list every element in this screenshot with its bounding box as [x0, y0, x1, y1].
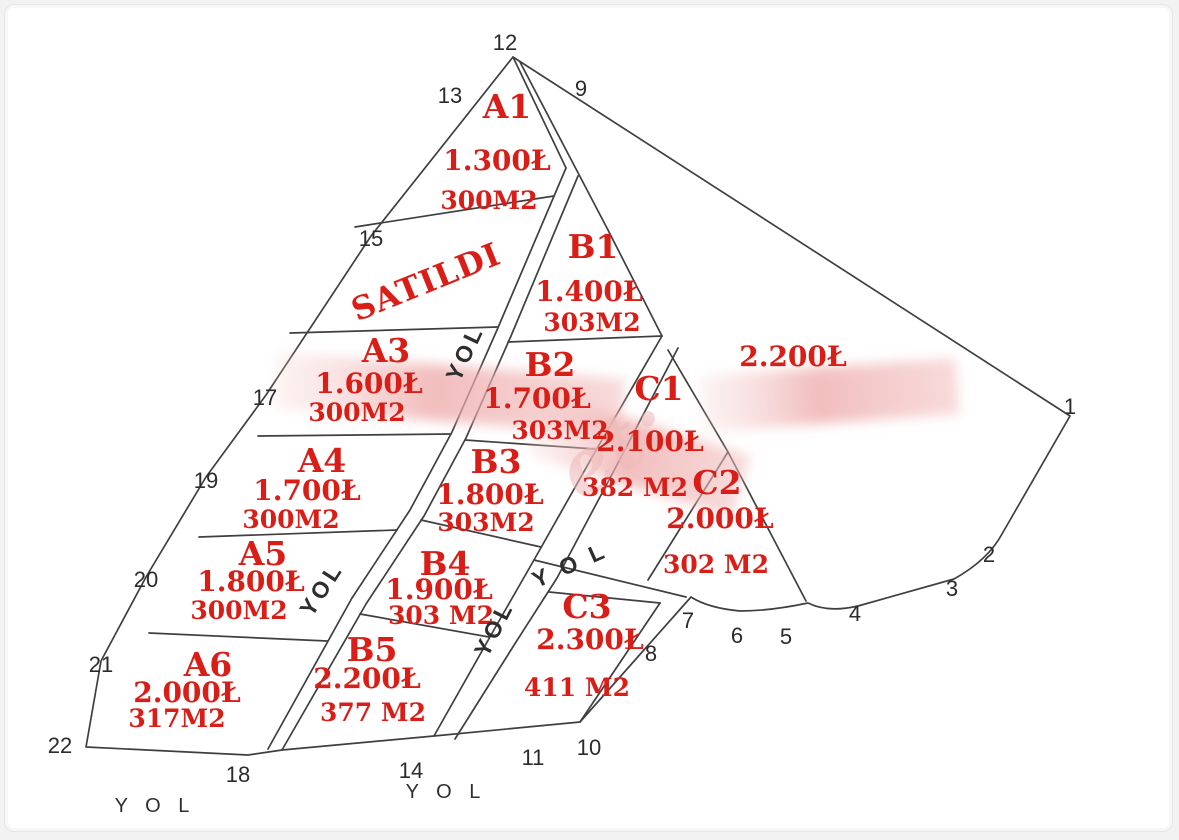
point-2: 2 [983, 542, 995, 567]
point-19: 19 [194, 468, 218, 493]
boundary-point-numbers: 12 13 9 15 17 19 20 21 22 18 14 11 10 8 … [48, 30, 1076, 787]
parcel-c3-area: 411 M2 [524, 673, 630, 702]
parcel-b5-name: B5 [347, 630, 398, 669]
divider-a1-a2 [354, 195, 555, 228]
parcel-c1-price: 2.100Ł [596, 425, 704, 458]
parcel-a1-name: A1 [482, 87, 532, 126]
parcel-c1-area: 382 M2 [582, 473, 688, 502]
divider-b3-b4 [420, 519, 542, 548]
parcel-c2-area: 302 M2 [663, 550, 769, 579]
road-se-upper [533, 559, 687, 598]
road-label-yol-bottom-left: Y O L [115, 795, 196, 817]
parcel-c2-name: C2 [692, 463, 741, 502]
parcel-b3-name: B3 [471, 442, 522, 481]
parcel-a5-price: 1.800Ł [197, 565, 305, 598]
point-18: 18 [226, 762, 250, 787]
parcel-labels: A1 1.300Ł 300M2 SATILDI B1 1.400Ł 303M2 … [128, 87, 847, 733]
divider-a4-a5 [198, 529, 398, 538]
parcel-a5-name: A5 [238, 534, 288, 573]
divider-b1-b2 [507, 335, 663, 343]
point-6: 6 [731, 623, 743, 648]
point-11: 11 [522, 745, 545, 770]
point-1: 1 [1064, 394, 1076, 419]
point-8: 8 [645, 641, 657, 666]
divider-a3-a4 [257, 433, 452, 437]
divider-a2-a3 [289, 326, 499, 334]
parcel-a4-price: 1.700Ł [253, 474, 361, 507]
parcel-a4-name: A4 [297, 441, 347, 480]
parcel-b1-price: 1.400Ł [535, 275, 643, 308]
parcel-b3-price: 1.800Ł [436, 478, 544, 511]
parcel-a3-name: A3 [361, 331, 411, 370]
point-7: 7 [682, 608, 694, 633]
divider-a5-a6 [148, 632, 328, 642]
parcel-a3-price: 1.600Ł [315, 367, 423, 400]
parcel-b4-price: 1.900Ł [385, 573, 493, 606]
parcel-a1-price: 1.300Ł [443, 144, 551, 177]
parcel-b5-price: 2.200Ł [313, 662, 421, 695]
parcel-b4-name: B4 [420, 544, 471, 583]
parcel-b2-area: 303M2 [511, 416, 608, 445]
point-21: 21 [89, 652, 113, 677]
divider-b4-b5 [359, 613, 490, 638]
watermark-blur [273, 352, 960, 518]
point-20: 20 [134, 567, 158, 592]
point-13: 13 [438, 83, 462, 108]
watermark-band-center [526, 393, 751, 518]
road-ab-apex [512, 56, 567, 169]
watermark-band-right [700, 358, 960, 432]
parcel-b1-name: B1 [568, 227, 619, 266]
parcel-c2-price: 2.000Ł [666, 502, 774, 535]
parcel-c3-name: C3 [562, 587, 611, 626]
parcel-a6-area: 317M2 [128, 704, 225, 733]
parcel-a1-area: 300M2 [440, 186, 537, 215]
road-label-yol-bottom-mid: Y O L [406, 781, 487, 803]
point-9: 9 [575, 76, 587, 101]
parcel-a3-area: 300M2 [308, 398, 405, 427]
b1-east-edge [519, 61, 663, 337]
parcel-b5-area: 377 M2 [320, 698, 426, 727]
point-15: 15 [359, 226, 383, 251]
parcel-b1-area: 303M2 [543, 308, 640, 337]
road-ab-right [281, 175, 579, 751]
point-5: 5 [780, 624, 792, 649]
parcel-b3-area: 303M2 [437, 508, 534, 537]
road-se-lower [548, 591, 661, 604]
parcel-a6-name: A6 [183, 645, 233, 684]
parcel-b4-area: 303 M2 [388, 601, 494, 630]
c3-east-edge [579, 602, 661, 723]
parcel-east-price: 2.200Ł [739, 340, 847, 373]
parcel-a4-area: 300M2 [242, 505, 339, 534]
parcel-c3-price: 2.300Ł [536, 623, 644, 656]
outer-boundary [85, 56, 1071, 756]
point-17: 17 [253, 385, 277, 410]
point-10: 10 [577, 735, 601, 760]
point-3: 3 [946, 576, 958, 601]
parcel-a6-price: 2.000Ł [133, 676, 241, 709]
parcel-b2-name: B2 [525, 345, 576, 384]
road-label-yol-se: Y O L [528, 537, 611, 593]
parcel-a5-area: 300M2 [190, 596, 287, 625]
point-12: 12 [493, 30, 517, 55]
parcel-c1-name: C1 [634, 369, 683, 408]
watermark-band-left [273, 352, 625, 436]
road-ab-left [267, 167, 567, 750]
point-22: 22 [48, 733, 72, 758]
parcel-b2-price: 1.700Ł [483, 382, 591, 415]
point-14: 14 [399, 758, 423, 783]
point-4: 4 [849, 601, 861, 626]
